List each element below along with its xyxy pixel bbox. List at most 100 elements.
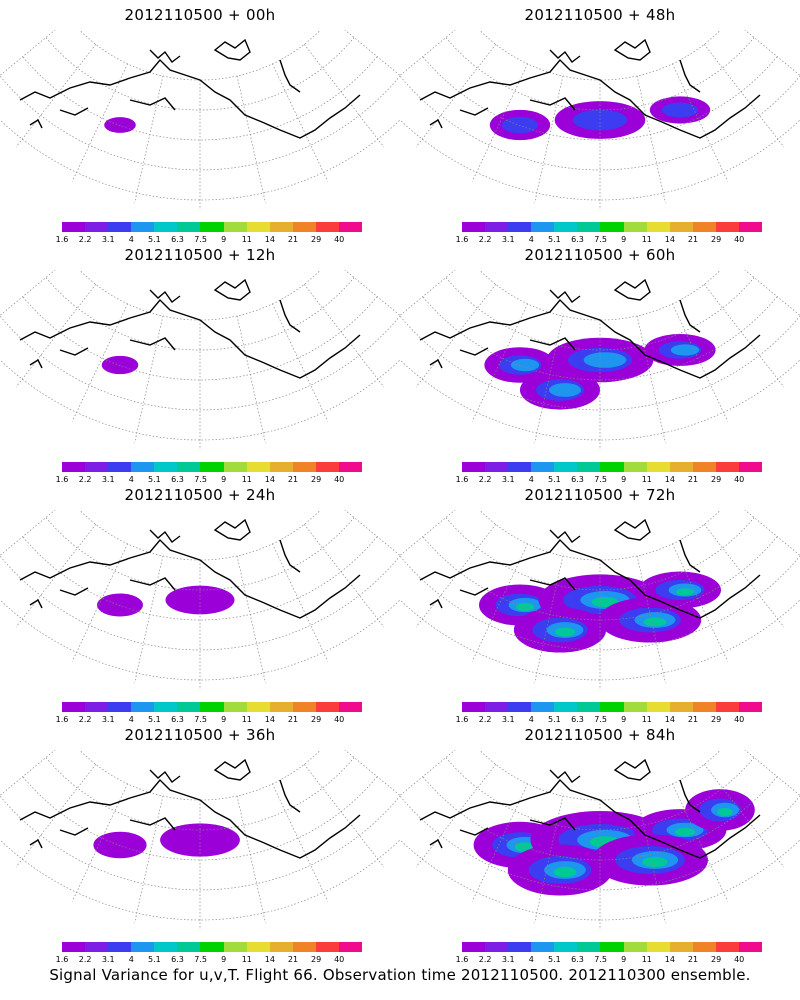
latitude-line bbox=[400, 359, 800, 441]
colorbar-swatch bbox=[738, 942, 763, 952]
colorbar-swatch bbox=[531, 222, 555, 232]
colorbar-label: 11 bbox=[241, 235, 252, 244]
forecast-panel-36h: 2012110500 + 36h 1.6 2.2 3.1 4 5.1 6.3 7.5 9 11 1… bbox=[0, 720, 400, 964]
colorbar-swatch bbox=[508, 702, 532, 712]
colorbar-label: 3.1 bbox=[501, 955, 515, 964]
colorbar-label: 7.5 bbox=[194, 235, 207, 244]
meridian-line bbox=[672, 543, 729, 662]
meridian-line bbox=[400, 30, 456, 76]
forecast-panel-84h: 2012110500 + 84h 1.6 2.2 3.1 4 5.1 6.3 7.5 9 11 1… bbox=[400, 720, 800, 964]
colorbar-label: 29 bbox=[311, 475, 322, 484]
variance-blob bbox=[510, 358, 540, 372]
colorbar-label: 14 bbox=[264, 955, 275, 964]
meridian-line bbox=[415, 44, 497, 148]
colorbar-swatch bbox=[485, 222, 509, 232]
colorbar-swatch bbox=[246, 462, 270, 472]
meridian-line bbox=[471, 543, 528, 662]
colorbar-label: 9 bbox=[621, 955, 627, 964]
colorbar-label: 21 bbox=[687, 715, 699, 724]
colorbar-swatch bbox=[600, 942, 624, 952]
colorbar-label: 21 bbox=[287, 475, 299, 484]
colorbar-label: 14 bbox=[664, 715, 675, 724]
colorbar-label: 11 bbox=[641, 715, 652, 724]
colorbar-labels: 1.6 2.2 3.1 4 5.1 6.3 7.5 9 11 14 21 29 40 bbox=[455, 715, 758, 725]
colorbar-label: 2.2 bbox=[478, 235, 492, 244]
colorbar-label: 5.1 bbox=[548, 475, 561, 484]
colorbar-swatch bbox=[108, 702, 132, 712]
meridian-line bbox=[344, 510, 400, 556]
coastline bbox=[419, 758, 761, 859]
meridian-line bbox=[672, 63, 729, 182]
latitude-line bbox=[479, 30, 721, 81]
colorbar-swatch bbox=[223, 942, 247, 952]
latitude-line bbox=[400, 555, 800, 651]
meridian-line bbox=[534, 315, 564, 443]
latitude-line bbox=[0, 555, 400, 651]
colorbar-label: 9 bbox=[221, 475, 227, 484]
colorbar bbox=[462, 222, 763, 232]
colorbar-swatch bbox=[577, 462, 601, 472]
meridian-line bbox=[636, 555, 666, 683]
meridian-line bbox=[0, 750, 56, 796]
colorbar-swatch bbox=[338, 942, 363, 952]
meridian-line bbox=[71, 303, 128, 422]
polar-map bbox=[0, 30, 400, 210]
colorbar-swatch bbox=[577, 942, 601, 952]
colorbar-label: 3.1 bbox=[101, 955, 115, 964]
meridian-line bbox=[636, 315, 666, 443]
colorbar-swatch bbox=[338, 702, 363, 712]
colorbar-swatch bbox=[154, 222, 178, 232]
meridian-line bbox=[15, 764, 97, 868]
colorbar-label: 2.2 bbox=[78, 715, 92, 724]
colorbar-swatch bbox=[223, 702, 247, 712]
colorbar-swatch bbox=[108, 942, 132, 952]
colorbar-label: 2.2 bbox=[478, 955, 492, 964]
latitude-line bbox=[400, 795, 800, 891]
colorbar bbox=[62, 702, 363, 712]
meridian-line bbox=[471, 63, 528, 182]
panel-title: 2012110500 + 72h bbox=[524, 486, 676, 504]
colorbar-swatch bbox=[85, 702, 109, 712]
colorbar-label: 6.3 bbox=[571, 475, 584, 484]
colorbar-swatch bbox=[154, 702, 178, 712]
colorbar-swatch bbox=[154, 942, 178, 952]
colorbar-swatch bbox=[646, 702, 670, 712]
panel-title: 2012110500 + 00h bbox=[124, 6, 276, 24]
coastline bbox=[19, 758, 361, 859]
coastline bbox=[419, 38, 761, 139]
meridian-line bbox=[400, 510, 456, 556]
panel-title: 2012110500 + 36h bbox=[124, 726, 276, 744]
colorbar-swatch bbox=[669, 222, 693, 232]
meridian-line bbox=[415, 524, 497, 628]
latitude-line bbox=[45, 37, 355, 111]
colorbar-label: 1.6 bbox=[55, 475, 69, 484]
colorbar-label: 5.1 bbox=[548, 235, 561, 244]
colorbar-swatch bbox=[269, 222, 293, 232]
colorbar-swatch bbox=[269, 942, 293, 952]
meridian-line bbox=[134, 795, 164, 923]
colorbar-label: 11 bbox=[241, 715, 252, 724]
colorbar-swatch bbox=[131, 222, 155, 232]
colorbar-label: 6.3 bbox=[571, 955, 584, 964]
colorbar-label: 5.1 bbox=[548, 715, 561, 724]
meridian-line bbox=[15, 44, 97, 148]
colorbar-labels: 1.6 2.2 3.1 4 5.1 6.3 7.5 9 11 14 21 29 40 bbox=[456, 955, 758, 965]
panel-title: 2012110500 + 48h bbox=[524, 6, 676, 24]
colorbar-swatch bbox=[623, 942, 647, 952]
colorbar-swatch bbox=[62, 942, 86, 952]
colorbar bbox=[462, 702, 763, 712]
colorbar-label: 1.6 bbox=[455, 715, 469, 724]
colorbar-label: 11 bbox=[641, 475, 652, 484]
variance-field bbox=[93, 823, 240, 859]
colorbar-swatch bbox=[269, 462, 293, 472]
variance-blob bbox=[93, 831, 147, 859]
latitude-line bbox=[0, 599, 400, 681]
colorbar-label: 11 bbox=[641, 235, 652, 244]
meridian-line bbox=[71, 63, 128, 182]
colorbar-swatch bbox=[508, 462, 532, 472]
colorbar bbox=[62, 222, 363, 232]
meridian-line bbox=[703, 764, 785, 868]
colorbar-label: 4 bbox=[528, 955, 534, 964]
colorbar-label: 3.1 bbox=[101, 235, 115, 244]
colorbar-swatch bbox=[508, 942, 532, 952]
